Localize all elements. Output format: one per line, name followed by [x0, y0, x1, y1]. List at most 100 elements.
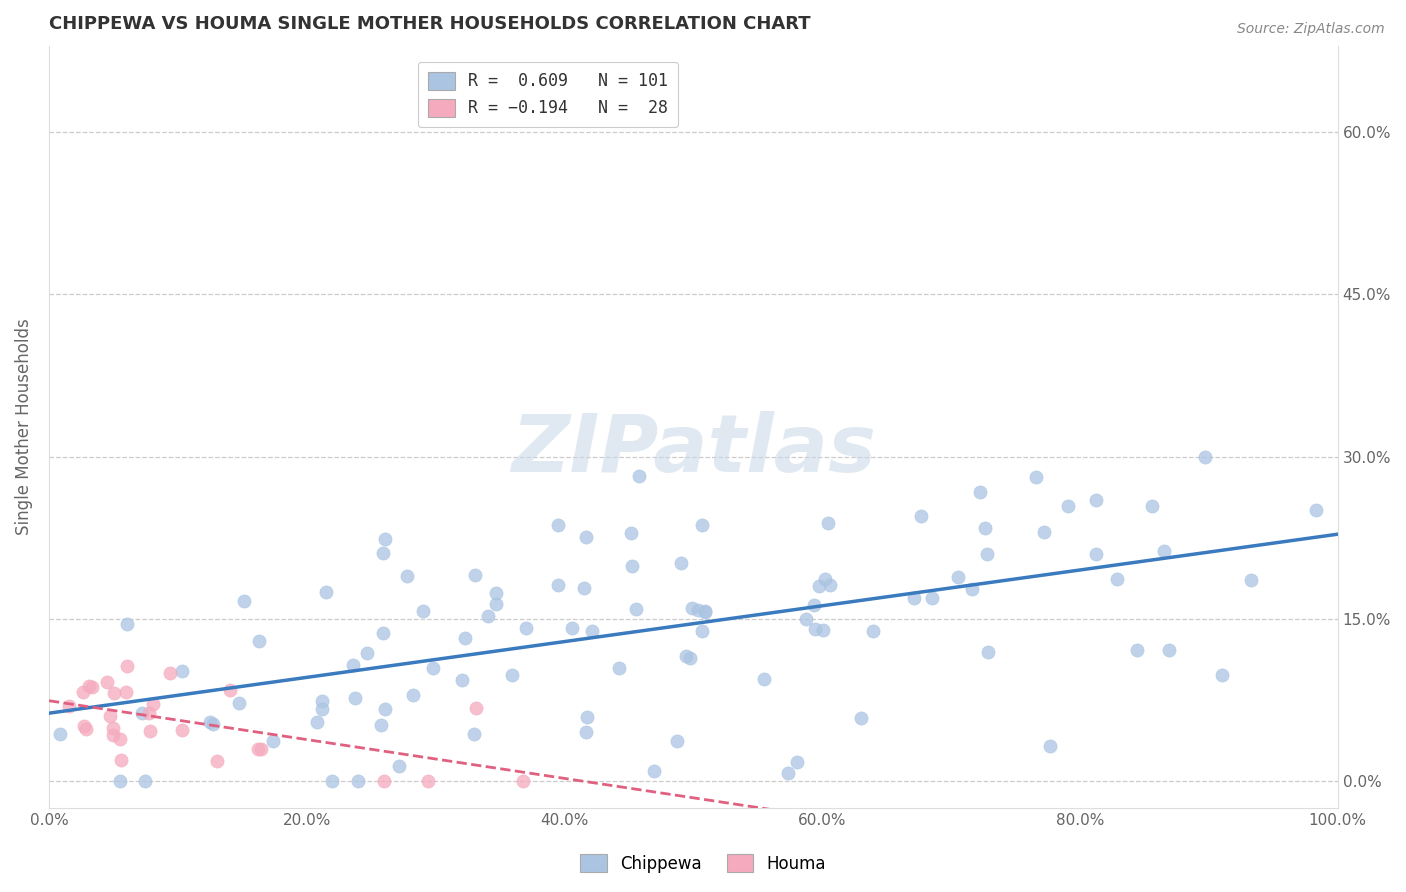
- Point: [412, 604, 434, 618]
- Point: [1039, 739, 1062, 753]
- Point: [108, 731, 131, 746]
- Point: [110, 774, 132, 789]
- Point: [159, 666, 181, 681]
- Point: [817, 516, 839, 531]
- Point: [807, 579, 830, 593]
- Point: [356, 646, 378, 660]
- Point: [142, 697, 165, 711]
- Point: [342, 657, 364, 672]
- Point: [969, 485, 991, 500]
- Point: [752, 673, 775, 687]
- Point: [501, 668, 523, 682]
- Point: [343, 691, 366, 706]
- Point: [690, 624, 713, 638]
- Point: [1105, 573, 1128, 587]
- Point: [134, 774, 156, 789]
- Point: [139, 724, 162, 739]
- Point: [72, 685, 94, 699]
- Point: [786, 755, 808, 769]
- Point: [572, 581, 595, 595]
- Point: [101, 728, 124, 742]
- Point: [976, 547, 998, 561]
- Point: [515, 621, 537, 635]
- Point: [675, 649, 697, 664]
- Point: [311, 702, 333, 716]
- Point: [575, 530, 598, 544]
- Point: [1194, 450, 1216, 464]
- Point: [813, 624, 835, 638]
- Point: [849, 711, 872, 725]
- Point: [370, 718, 392, 732]
- Point: [681, 600, 703, 615]
- Point: [246, 741, 269, 756]
- Point: [669, 556, 692, 570]
- Point: [262, 733, 284, 747]
- Text: CHIPPEWA VS HOUMA SINGLE MOTHER HOUSEHOLDS CORRELATION CHART: CHIPPEWA VS HOUMA SINGLE MOTHER HOUSEHOL…: [49, 15, 811, 33]
- Point: [464, 567, 486, 582]
- Point: [454, 631, 477, 645]
- Point: [627, 469, 650, 483]
- Point: [803, 598, 825, 612]
- Point: [371, 546, 394, 560]
- Point: [131, 706, 153, 720]
- Point: [1153, 544, 1175, 558]
- Point: [73, 719, 96, 733]
- Point: [170, 665, 193, 679]
- Point: [201, 716, 224, 731]
- Point: [101, 721, 124, 735]
- Point: [373, 774, 395, 789]
- Point: [794, 612, 817, 626]
- Point: [547, 517, 569, 532]
- Point: [200, 714, 222, 729]
- Point: [463, 727, 485, 741]
- Y-axis label: Single Mother Households: Single Mother Households: [15, 318, 32, 535]
- Point: [311, 693, 333, 707]
- Point: [862, 624, 884, 638]
- Point: [621, 558, 644, 573]
- Point: [75, 722, 97, 736]
- Point: [679, 650, 702, 665]
- Point: [690, 518, 713, 533]
- Point: [115, 659, 138, 673]
- Legend: Chippewa, Houma: Chippewa, Houma: [574, 847, 832, 880]
- Text: ZIPatlas: ZIPatlas: [510, 410, 876, 489]
- Point: [205, 754, 228, 768]
- Point: [575, 724, 598, 739]
- Point: [643, 764, 665, 779]
- Point: [58, 699, 80, 714]
- Point: [974, 520, 997, 534]
- Point: [485, 597, 508, 611]
- Point: [547, 578, 569, 592]
- Point: [96, 675, 118, 690]
- Point: [485, 586, 508, 600]
- Point: [1085, 493, 1108, 508]
- Point: [910, 508, 932, 523]
- Point: [115, 616, 138, 631]
- Point: [110, 753, 132, 767]
- Point: [373, 625, 395, 640]
- Point: [1025, 469, 1047, 483]
- Point: [818, 578, 841, 592]
- Point: [1056, 500, 1078, 514]
- Point: [921, 591, 943, 605]
- Point: [138, 706, 160, 720]
- Point: [665, 734, 688, 748]
- Point: [693, 604, 716, 618]
- Point: [778, 766, 800, 780]
- Point: [575, 710, 598, 724]
- Point: [401, 688, 423, 702]
- Point: [374, 533, 396, 547]
- Point: [624, 602, 647, 616]
- Point: [416, 774, 439, 789]
- Point: [422, 661, 444, 675]
- Point: [512, 774, 534, 789]
- Point: [395, 569, 418, 583]
- Point: [250, 742, 273, 756]
- Point: [1211, 667, 1233, 681]
- Point: [1032, 525, 1054, 540]
- Point: [451, 673, 474, 687]
- Point: [315, 584, 337, 599]
- Point: [321, 774, 343, 789]
- Point: [1240, 573, 1263, 587]
- Point: [977, 645, 1000, 659]
